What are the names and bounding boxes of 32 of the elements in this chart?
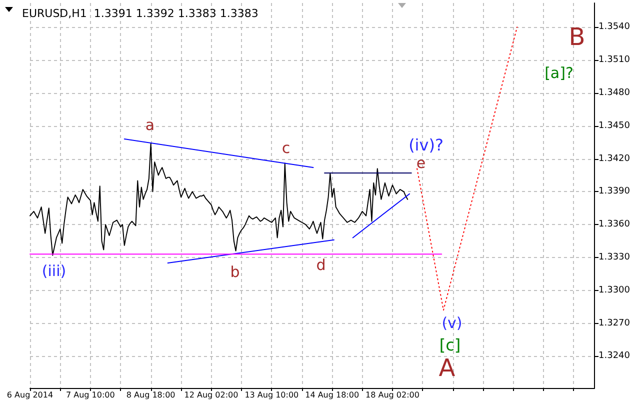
annotation: e xyxy=(416,154,426,172)
x-tick-label: 13 Aug 10:00 xyxy=(244,390,299,400)
y-tick-label: 1.3390 xyxy=(598,186,630,197)
x-tick-label: 14 Aug 18:00 xyxy=(305,390,360,400)
y-tick-label: 1.3360 xyxy=(598,220,630,230)
y-tick-label: 1.3270 xyxy=(598,318,630,328)
x-tick-label: 7 Aug 10:00 xyxy=(66,390,115,400)
y-tick-label: 1.3330 xyxy=(598,252,630,262)
y-tick-label: 1.3540 xyxy=(598,22,630,32)
x-tick-label: 18 Aug 02:00 xyxy=(366,390,420,400)
annotation: b xyxy=(230,263,240,281)
annotation: (iv)? xyxy=(408,136,444,154)
annotation: [a]? xyxy=(544,64,574,82)
y-tick-label: 1.3420 xyxy=(598,154,630,164)
y-tick-label: 1.3450 xyxy=(598,120,630,131)
y-tick-label: 1.3240 xyxy=(598,351,630,362)
y-tick-label: 1.3480 xyxy=(598,88,630,98)
annotation: [c] xyxy=(439,336,461,354)
annotation: A xyxy=(438,354,456,382)
annotation: d xyxy=(316,256,326,274)
line-series xyxy=(30,142,408,256)
x-tick-label: 8 Aug 18:00 xyxy=(126,390,176,400)
annotation: c xyxy=(282,139,290,157)
annotation: (v) xyxy=(442,314,462,332)
y-tick-label: 1.3510 xyxy=(598,55,630,66)
y-tick-label: 1.3300 xyxy=(598,285,630,296)
x-tick-label: 12 Aug 02:00 xyxy=(184,390,238,400)
annotation: B xyxy=(568,23,586,51)
x-tick-label: 6 Aug 2014 xyxy=(6,390,54,400)
chart-title: EURUSD,H1 1.3391 1.3392 1.3383 1.3383 xyxy=(22,7,258,20)
annotation: a xyxy=(145,116,155,134)
annotation: (iii) xyxy=(42,262,66,280)
